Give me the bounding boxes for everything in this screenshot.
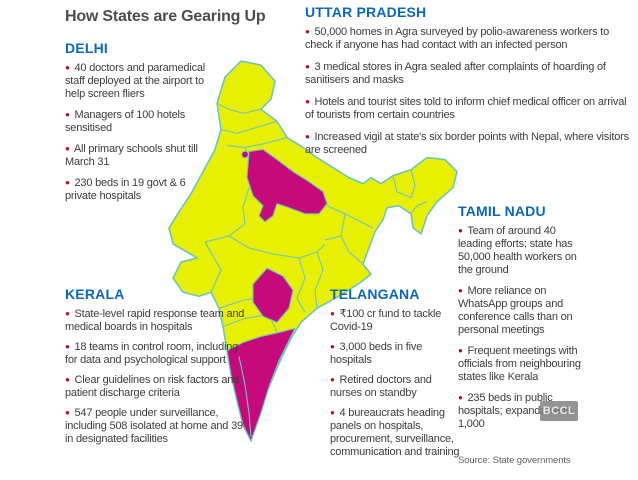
bullet-icon: ● (330, 309, 335, 318)
bullet-icon: ● (305, 62, 310, 71)
tamil-nadu-item: ● Frequent meetings with officials from … (458, 345, 581, 383)
section-delhi: DELHI ● 40 doctors and paramedical staff… (65, 40, 217, 211)
bullet-icon: ● (458, 286, 463, 295)
uttar-pradesh-item: ● Hotels and tourist sites told to infor… (305, 96, 627, 121)
state-uttar-pradesh (246, 148, 328, 223)
telangana-item: ● Retired doctors and nurses on standby (330, 374, 432, 399)
uttar-pradesh-item: ● 3 medical stores in Agra sealed after … (305, 61, 606, 86)
section-kerala: KERALA ● State-level rapid response team… (65, 286, 247, 453)
section-tamil-nadu-heading: TAMIL NADU (458, 203, 546, 219)
bullet-icon: ● (65, 63, 70, 72)
bullet-icon: ● (305, 27, 310, 36)
bullet-icon: ● (458, 346, 463, 355)
bullet-icon: ● (330, 342, 335, 351)
state-telangana (252, 267, 294, 323)
page-title: How States are Gearing Up (65, 8, 266, 25)
section-kerala-heading: KERALA (65, 286, 125, 302)
delhi-item: ● Managers of 100 hotels sensitised (65, 109, 186, 134)
kerala-item: ● Clear guidelines on risk factors and p… (65, 374, 240, 399)
telangana-item: ● ₹100 cr fund to tackle Covid-19 (330, 308, 442, 333)
kerala-item: ● 547 people under surveillance, includi… (65, 407, 243, 445)
bccl-watermark: BCCL (540, 401, 578, 421)
bullet-icon: ● (330, 408, 335, 417)
india-map (165, 55, 465, 447)
section-telangana: TELANGANA ● ₹100 cr fund to tackle Covid… (330, 286, 464, 466)
uttar-pradesh-item: ● 50,000 homes in Agra surveyed by polio… (305, 26, 610, 51)
tamil-nadu-item: ● More reliance on WhatsApp groups and c… (458, 285, 573, 336)
section-uttar-pradesh-heading: UTTAR PRADESH (305, 4, 427, 20)
section-telangana-heading: TELANGANA (330, 286, 420, 302)
bullet-icon: ● (458, 393, 463, 402)
source-credit: Source: State governments (458, 455, 571, 466)
kerala-tamilnadu-border (238, 356, 252, 437)
bullet-icon: ● (65, 309, 70, 318)
telangana-item: ● 3,000 beds in five hospitals (330, 341, 423, 366)
india-map-svg (168, 60, 458, 442)
bullet-icon: ● (65, 408, 70, 417)
delhi-item: ● 230 beds in 19 govt & 6 private hospit… (65, 177, 186, 202)
delhi-item: ● 40 doctors and paramedical staff deplo… (65, 62, 206, 100)
uttar-pradesh-item: ● Increased vigil at state's six border … (305, 131, 629, 156)
state-delhi-marker (241, 150, 249, 159)
section-uttar-pradesh: UTTAR PRADESH ● 50,000 homes in Agra sur… (305, 4, 635, 166)
delhi-item: ● All primary schools shut till March 31 (65, 143, 198, 168)
bullet-icon: ● (330, 375, 335, 384)
bullet-icon: ● (65, 375, 70, 384)
bullet-icon: ● (65, 144, 70, 153)
telangana-item: ● 4 bureaucrats heading panels on hospit… (330, 407, 460, 458)
bullet-icon: ● (65, 178, 70, 187)
kerala-item: ● State-level rapid response team and me… (65, 308, 245, 333)
bullet-icon: ● (65, 110, 70, 119)
state-kerala-tamil-nadu (226, 327, 296, 442)
bullet-icon: ● (458, 226, 463, 235)
tamil-nadu-item: ● Team of around 40 leading efforts; sta… (458, 225, 577, 276)
bullet-icon: ● (65, 342, 70, 351)
bullet-icon: ● (305, 132, 310, 141)
section-delhi-heading: DELHI (65, 40, 108, 56)
bullet-icon: ● (305, 97, 310, 106)
kerala-item: ● 18 teams in control room, including fo… (65, 341, 239, 366)
